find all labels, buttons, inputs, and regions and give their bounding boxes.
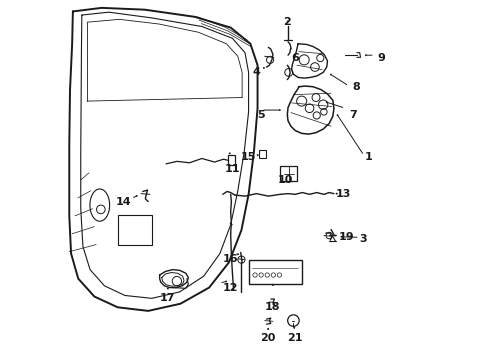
Bar [259, 150, 266, 158]
Text: 8: 8 [353, 82, 360, 92]
Text: 4: 4 [252, 67, 260, 77]
Text: 13: 13 [335, 189, 351, 199]
Text: 18: 18 [265, 302, 280, 312]
Text: 6: 6 [292, 53, 299, 63]
Text: 16: 16 [222, 254, 238, 264]
Text: 17: 17 [160, 293, 175, 303]
Text: 3: 3 [360, 234, 368, 244]
Text: 21: 21 [287, 333, 302, 343]
Text: 10: 10 [277, 175, 293, 185]
Text: 19: 19 [339, 232, 355, 242]
Bar [280, 166, 297, 181]
Bar [248, 260, 302, 284]
Text: 11: 11 [224, 164, 240, 174]
Text: 7: 7 [349, 111, 357, 121]
Text: 14: 14 [115, 197, 131, 207]
Text: 12: 12 [223, 283, 238, 293]
Text: 5: 5 [257, 111, 265, 121]
Text: 20: 20 [260, 333, 276, 343]
Text: 1: 1 [365, 152, 373, 162]
Text: 9: 9 [378, 53, 386, 63]
Text: 2: 2 [283, 17, 291, 27]
Bar [228, 155, 235, 165]
Bar [118, 215, 152, 244]
Text: 15: 15 [241, 152, 256, 162]
